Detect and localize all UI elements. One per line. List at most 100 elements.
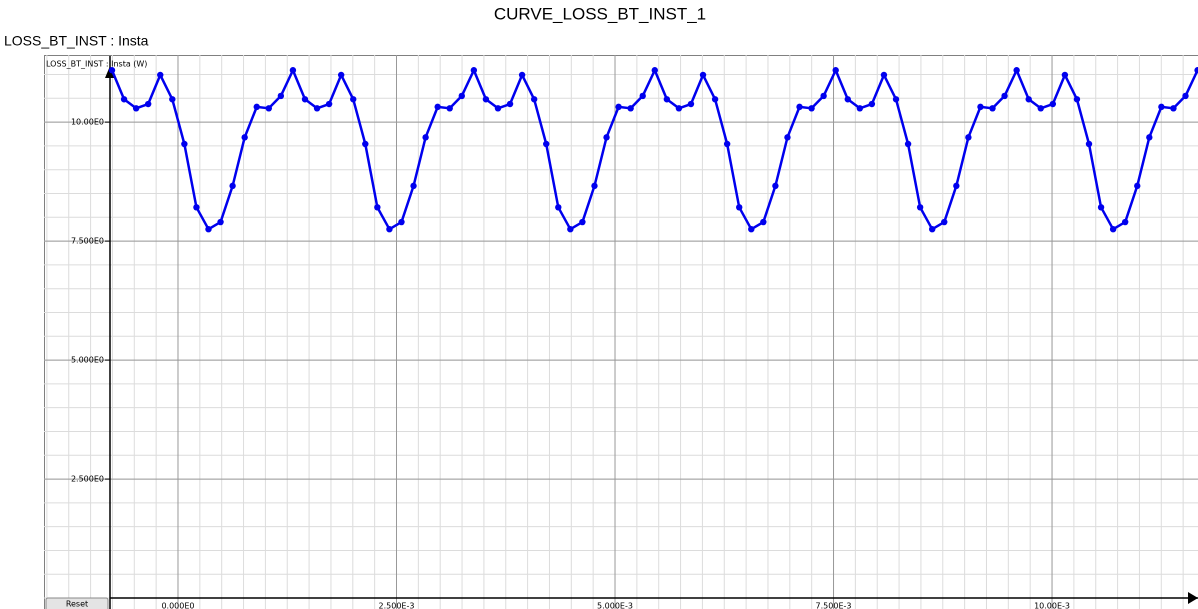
data-point [748, 225, 755, 233]
data-point [193, 204, 200, 211]
data-point [398, 218, 405, 226]
data-point [1194, 67, 1198, 74]
data-point [205, 225, 212, 233]
data-point [579, 218, 586, 226]
data-point [820, 92, 827, 100]
data-point [844, 96, 851, 103]
data-point [856, 105, 864, 112]
data-point [711, 96, 719, 103]
y-tick-label: 10.00E0 [71, 118, 104, 127]
data-point [723, 140, 731, 148]
data-point [144, 100, 152, 108]
data-point [217, 218, 224, 226]
data-point [422, 134, 429, 141]
data-point [458, 92, 465, 100]
chart-subtitle: LOSS_BT_INST : Insta [4, 33, 149, 49]
series-line [110, 68, 1198, 231]
y-axis-label: LOSS_BT_INST : Insta (W) [46, 60, 147, 69]
data-point [446, 105, 453, 112]
data-point [965, 134, 972, 141]
x-tick-label: 7.500E-3 [816, 602, 852, 609]
x-tick-label: 10.00E-3 [1034, 602, 1070, 609]
y-tick-label: 2.500E0 [71, 475, 104, 484]
x-tick-label: 5.000E-3 [597, 602, 633, 609]
data-point [1170, 105, 1177, 112]
data-point [675, 105, 683, 112]
data-point [1158, 103, 1165, 111]
data-point [699, 71, 707, 79]
data-point [410, 182, 417, 190]
data-point [494, 105, 502, 112]
data-point [1061, 71, 1069, 79]
data-point [1037, 105, 1044, 112]
data-point [904, 140, 912, 148]
data-point [530, 96, 538, 103]
y-tick-label: 5.000E0 [71, 356, 104, 365]
reset-button[interactable] [45, 597, 109, 609]
data-point [687, 100, 695, 108]
data-point [977, 103, 984, 111]
data-point [663, 96, 671, 103]
data-point [1134, 182, 1141, 190]
data-point [120, 96, 128, 103]
data-point [157, 71, 164, 79]
data-point [1109, 225, 1117, 233]
data-point [434, 103, 441, 111]
data-point [808, 105, 815, 112]
data-point [760, 218, 767, 226]
data-point [482, 96, 490, 103]
data-point [253, 103, 260, 111]
data-point [350, 96, 357, 103]
data-point [929, 225, 936, 233]
data-point [265, 105, 273, 112]
data-point [567, 225, 574, 233]
data-point [241, 134, 248, 141]
data-point [301, 96, 309, 103]
data-point [337, 71, 345, 79]
data-point [169, 96, 176, 103]
data-point [796, 103, 803, 111]
data-point [868, 100, 876, 108]
data-point [181, 140, 188, 148]
data-point [651, 67, 658, 74]
data-point [518, 71, 526, 79]
data-point [736, 204, 743, 211]
chart-title: CURVE_LOSS_BT_INST_1 [494, 4, 706, 23]
data-point [229, 182, 236, 190]
reset-label[interactable]: Reset [66, 600, 88, 609]
data-point [603, 134, 610, 141]
data-point [1049, 100, 1057, 108]
data-point [1085, 140, 1093, 148]
data-point [1097, 204, 1105, 211]
data-point [892, 96, 900, 103]
data-point [1146, 134, 1153, 141]
data-point [1001, 92, 1008, 100]
data-point [362, 140, 369, 148]
data-point [555, 204, 562, 211]
data-point [1025, 96, 1032, 103]
data-point [108, 67, 116, 74]
data-point [639, 92, 646, 100]
data-point [916, 204, 924, 211]
plot [108, 67, 1198, 233]
data-point [543, 140, 550, 148]
grid [44, 55, 1198, 609]
data-point [953, 182, 960, 190]
data-point [386, 225, 393, 233]
data-point [941, 218, 948, 226]
data-point [832, 67, 839, 74]
data-point [989, 105, 996, 112]
x-tick-label: 0.000E0 [161, 602, 194, 609]
data-point [880, 71, 888, 79]
data-point [784, 134, 791, 141]
data-point [1182, 92, 1189, 100]
data-point [591, 182, 598, 190]
data-point [132, 105, 140, 112]
data-point [325, 100, 333, 108]
y-tick-label: 7.500E0 [71, 237, 104, 246]
data-point [772, 182, 779, 190]
data-point [1013, 67, 1020, 74]
data-point [313, 105, 321, 112]
